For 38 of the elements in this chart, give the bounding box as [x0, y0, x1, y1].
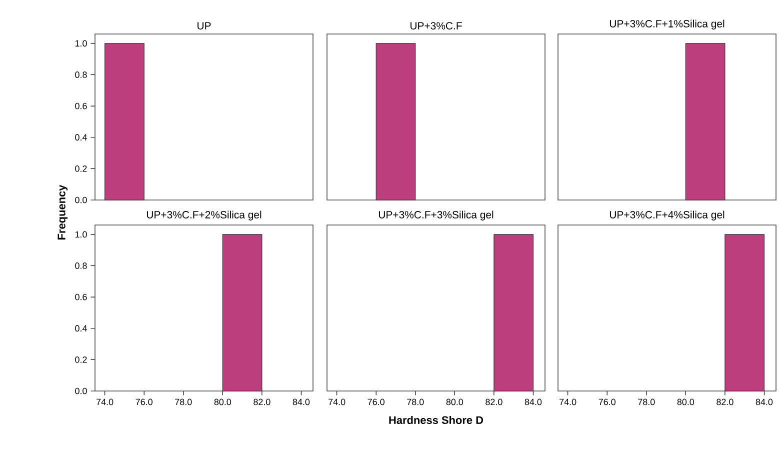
x-tick-label: 74.0: [328, 398, 346, 406]
x-tick-label: 84.0: [524, 398, 542, 406]
y-axis-title: Frequency: [58, 184, 68, 240]
y-tick-label: 1.0: [75, 231, 87, 238]
x-tick-label: 80.0: [214, 398, 232, 406]
y-tick-label: 0.2: [75, 356, 87, 363]
x-tick-label: 80.0: [677, 398, 694, 406]
x-axis-title: Hardness Shore D: [389, 416, 484, 424]
x-tick-label: 80.0: [446, 398, 464, 406]
chart-title: UP+3%C.F: [410, 22, 462, 30]
chart-title: UP: [198, 22, 211, 30]
x-tick-label: 84.0: [756, 398, 773, 406]
y-tick-label: 0.8: [75, 72, 87, 78]
x-tick-label: 76.0: [598, 398, 616, 406]
y-tick-label: 0.2: [75, 166, 87, 172]
y-tick-label: 0.4: [75, 325, 87, 332]
x-tick-label: 74.0: [96, 398, 114, 406]
y-tick-label: 0.6: [75, 102, 87, 110]
chart-title: UP+3%C.F+4%Silica gel: [610, 210, 724, 220]
y-tick-label: 0.0: [75, 196, 87, 204]
y-tick-label: 0.6: [75, 294, 87, 300]
x-tick-label: 76.0: [368, 398, 384, 406]
chart-title: UP+3%C.F+2%Silica gel: [146, 210, 262, 220]
chart-title: UP+3%C.F+1%Silica gel: [610, 20, 724, 30]
y-tick-label: 0.4: [75, 134, 87, 141]
x-tick-label: 84.0: [292, 398, 310, 406]
x-tick-label: 78.0: [407, 398, 424, 406]
x-tick-label: 82.0: [486, 398, 502, 406]
x-tick-label: 78.0: [638, 398, 655, 406]
x-tick-label: 82.0: [254, 398, 270, 406]
x-tick-label: 82.0: [716, 398, 734, 406]
chart-title: UP+3%C.F+3%Silica gel: [378, 210, 494, 220]
x-tick-label: 74.0: [560, 398, 576, 406]
x-tick-label: 76.0: [136, 398, 152, 406]
y-tick-label: 0.0: [75, 388, 87, 394]
x-tick-label: 78.0: [175, 398, 192, 406]
y-tick-label: 0.8: [75, 262, 87, 269]
y-tick-label: 1.0: [75, 40, 87, 47]
